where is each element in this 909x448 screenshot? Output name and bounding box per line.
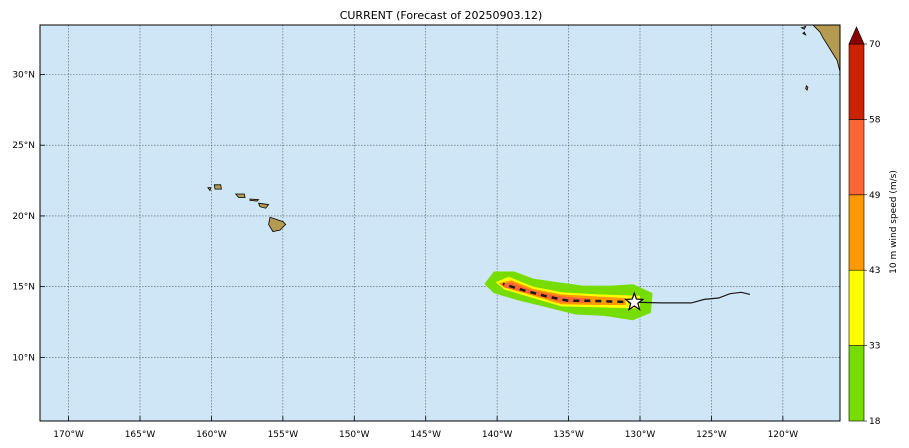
- map-frame: [39, 24, 841, 422]
- lon-tick-label: 140°W: [482, 430, 513, 440]
- lon-tick-label: 135°W: [553, 430, 584, 440]
- figure-title: CURRENT (Forecast of 20250903.12): [340, 9, 543, 22]
- colorbar-tick-label: 58: [869, 115, 881, 125]
- landmass-hawaii: [268, 216, 287, 232]
- wind-swath-49: [501, 282, 590, 303]
- landmass-channel-island-1: [800, 25, 807, 30]
- lat-tick-label: 20°N: [12, 212, 35, 222]
- colorbar-tick-label: 70: [869, 40, 881, 50]
- colorbar-extend-arrow: [848, 26, 865, 45]
- lon-tick-label: 120°W: [768, 430, 799, 440]
- wind-swath-43: [498, 280, 626, 305]
- lon-tick-label: 130°W: [625, 430, 656, 440]
- observed-track-line: [634, 291, 751, 304]
- map-panel[interactable]: 170°W 165°W 160°W 155°W 150°W 145°W 140°W 135°W…: [12, 24, 841, 440]
- landmass-guadalupe: [805, 85, 809, 91]
- lon-tick-label: 170°W: [53, 430, 84, 440]
- colorbar-bin: [848, 345, 865, 422]
- wind-swath-layer: [484, 271, 653, 321]
- lon-tick-label: 125°W: [696, 430, 727, 440]
- map-content: [40, 25, 840, 421]
- landmass-maui: [257, 202, 270, 209]
- colorbar-bin: [848, 43, 865, 120]
- colorbar-bins: [848, 26, 865, 422]
- landmass-molokai: [249, 198, 260, 202]
- colorbar-tick-labels: 18 33 43 49 58 70: [864, 40, 881, 427]
- lat-tick-label: 30°N: [12, 71, 35, 81]
- lat-tick-label: 10°N: [12, 353, 35, 363]
- colorbar-tick-label: 43: [869, 266, 880, 276]
- star-icon[interactable]: [624, 291, 645, 311]
- ocean-background: [40, 25, 840, 421]
- forecast-track-line: [502, 282, 635, 304]
- lat-tick-label: 25°N: [12, 141, 35, 151]
- colorbar-tick-label: 33: [869, 342, 880, 352]
- landmass-channel-island-2: [802, 31, 807, 36]
- colorbar-bin: [848, 269, 865, 346]
- landmass-kauai: [213, 184, 222, 190]
- lon-tick-label: 160°W: [196, 430, 227, 440]
- wind-speed-colorbar: 18 33 43 49 58 70 10 m wind speed (m/s): [848, 26, 899, 427]
- land-layer: [207, 25, 840, 232]
- landmass-niihau: [207, 187, 212, 192]
- graticule: [40, 25, 840, 421]
- storm-track-layer: [502, 282, 751, 311]
- longitude-ticks: 170°W 165°W 160°W 155°W 150°W 145°W 140°W 135°W…: [53, 416, 798, 440]
- lon-tick-label: 155°W: [268, 430, 299, 440]
- colorbar-tick-label: 18: [869, 417, 881, 427]
- colorbar-bin: [848, 194, 865, 271]
- latitude-ticks: 10°N 15°N 20°N 25°N 30°N: [12, 71, 45, 363]
- colorbar-label: 10 m wind speed (m/s): [889, 170, 899, 274]
- lon-tick-label: 150°W: [339, 430, 370, 440]
- colorbar-bin: [848, 119, 865, 196]
- landmass-oahu: [234, 193, 246, 198]
- lon-tick-label: 165°W: [125, 430, 156, 440]
- lat-tick-label: 15°N: [12, 283, 35, 293]
- colorbar-tick-label: 49: [869, 191, 881, 201]
- lon-tick-label: 145°W: [410, 430, 441, 440]
